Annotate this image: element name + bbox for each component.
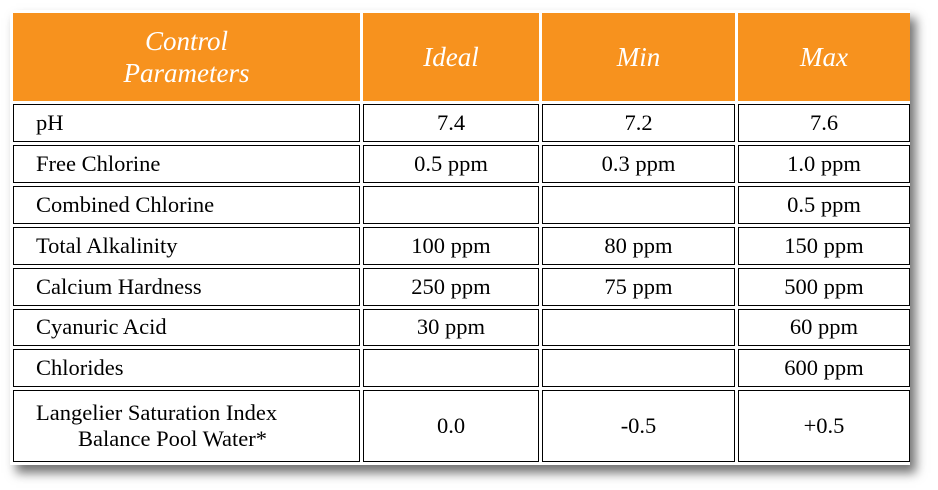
ideal-cell: 250 ppm: [363, 267, 539, 306]
param-line2: Balance Pool Water*: [78, 426, 267, 452]
max-cell: 600 ppm: [738, 349, 910, 388]
ideal-cell: 0.0: [363, 390, 539, 462]
max-cell: 0.5 ppm: [738, 185, 910, 224]
min-cell: [542, 185, 735, 224]
table-row: Chlorides 600 ppm: [13, 349, 910, 388]
min-cell: [542, 308, 735, 347]
max-cell: 500 ppm: [738, 267, 910, 306]
table-row: Combined Chlorine 0.5 ppm: [13, 185, 910, 224]
max-cell: 7.6: [738, 104, 910, 142]
header-max: Max: [738, 13, 910, 101]
table-row: Calcium Hardness 250 ppm 75 ppm 500 ppm: [13, 267, 910, 306]
control-parameters-table: Control Parameters Ideal Min Max pH 7.4 …: [10, 10, 913, 465]
param-cell: Calcium Hardness: [13, 267, 360, 306]
ideal-cell: 30 ppm: [363, 308, 539, 347]
max-cell: 150 ppm: [738, 226, 910, 265]
table-row: pH 7.4 7.2 7.6: [13, 104, 910, 142]
ideal-cell: 0.5 ppm: [363, 144, 539, 183]
ideal-cell: [363, 349, 539, 388]
param-cell: Langelier Saturation Index Balance Pool …: [13, 390, 360, 462]
header-control-parameters: Control Parameters: [13, 13, 360, 101]
header-row: Control Parameters Ideal Min Max: [13, 13, 910, 101]
table-row: Free Chlorine 0.5 ppm 0.3 ppm 1.0 ppm: [13, 144, 910, 183]
ideal-cell: 100 ppm: [363, 226, 539, 265]
param-cell: pH: [13, 104, 360, 142]
ideal-cell: [363, 185, 539, 224]
header-param-line2: Parameters: [123, 58, 250, 88]
parameters-table-frame: Control Parameters Ideal Min Max pH 7.4 …: [10, 10, 910, 465]
table-row: Langelier Saturation Index Balance Pool …: [13, 390, 910, 462]
table-row: Cyanuric Acid 30 ppm 60 ppm: [13, 308, 910, 347]
param-cell: Combined Chlorine: [13, 185, 360, 224]
min-cell: [542, 349, 735, 388]
header-param-line1: Control: [144, 26, 229, 56]
param-cell: Cyanuric Acid: [13, 308, 360, 347]
param-line1: Langelier Saturation Index: [36, 400, 278, 426]
min-cell: -0.5: [542, 390, 735, 462]
max-cell: +0.5: [738, 390, 910, 462]
param-cell: Total Alkalinity: [13, 226, 360, 265]
min-cell: 0.3 ppm: [542, 144, 735, 183]
ideal-cell: 7.4: [363, 104, 539, 142]
max-cell: 1.0 ppm: [738, 144, 910, 183]
param-cell: Free Chlorine: [13, 144, 360, 183]
header-min: Min: [542, 13, 735, 101]
table-row: Total Alkalinity 100 ppm 80 ppm 150 ppm: [13, 226, 910, 265]
min-cell: 7.2: [542, 104, 735, 142]
min-cell: 75 ppm: [542, 267, 735, 306]
max-cell: 60 ppm: [738, 308, 910, 347]
header-ideal: Ideal: [363, 13, 539, 101]
param-cell: Chlorides: [13, 349, 360, 388]
min-cell: 80 ppm: [542, 226, 735, 265]
